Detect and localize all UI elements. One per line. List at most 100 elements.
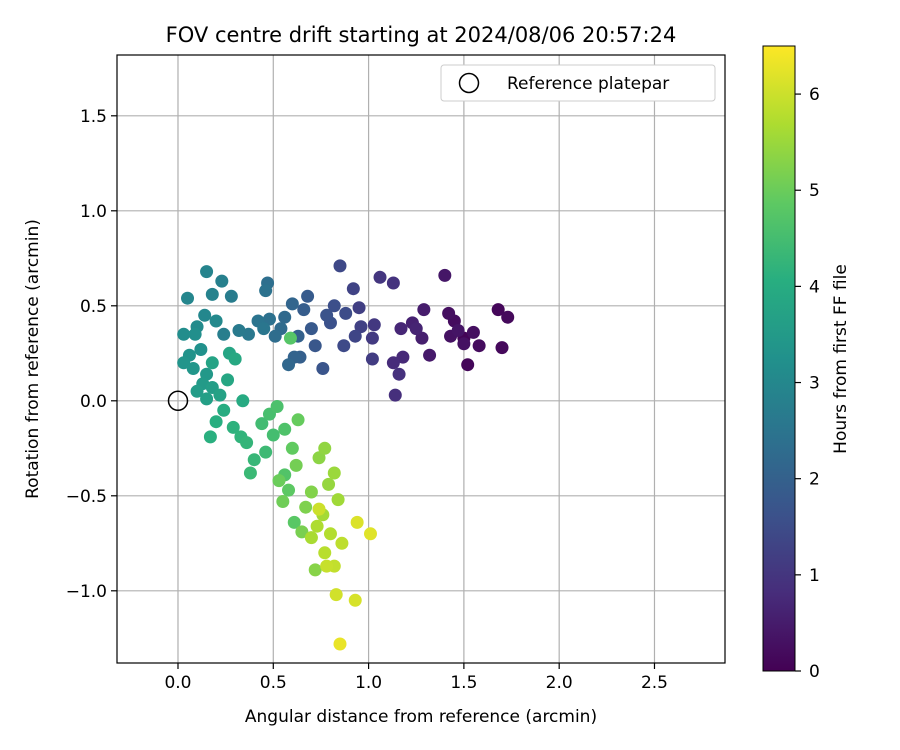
scatter-point: [226, 420, 240, 434]
scatter-point: [278, 310, 292, 324]
scatter-point: [501, 310, 515, 324]
scatter-point: [243, 466, 257, 480]
scatter-point: [327, 299, 341, 313]
scatter-point: [495, 341, 509, 355]
scatter-point: [394, 322, 408, 336]
scatter-point: [181, 291, 195, 305]
scatter-point: [308, 339, 322, 353]
scatter-point: [365, 352, 379, 366]
scatter-point: [272, 474, 286, 488]
scatter-point: [266, 428, 280, 442]
scatter-point: [333, 637, 347, 651]
scatter-point: [333, 259, 347, 273]
scatter-point: [352, 301, 366, 315]
colorbar-tick-label: 0: [809, 662, 820, 682]
x-axis-ticks: 0.0 0.5 1.0 1.5 2.0 2.5: [164, 663, 668, 693]
scatter-point: [354, 320, 368, 334]
scatter-point: [217, 403, 231, 417]
scatter-point: [363, 527, 377, 541]
scatter-point: [268, 329, 282, 343]
colorbar-tick-label: 1: [809, 566, 820, 586]
x-tick-label: 1.5: [450, 673, 477, 693]
x-tick-label: 0.5: [260, 673, 287, 693]
scatter-point: [200, 392, 214, 406]
scatter-point: [282, 358, 296, 372]
colorbar-gradient: [762, 45, 796, 672]
colorbar-ticks: 0 1 2 3 4 5 6: [795, 85, 820, 682]
scatter-point: [320, 308, 334, 322]
colorbar-label: Hours from first FF file: [831, 264, 851, 454]
scatter-point: [177, 327, 191, 341]
scatter-point: [409, 322, 423, 336]
scatter-point: [386, 276, 400, 290]
scatter-point: [388, 388, 402, 402]
scatter-point: [310, 519, 324, 533]
scatter-point: [312, 451, 326, 465]
scatter-point: [262, 312, 276, 326]
scatter-point: [285, 441, 299, 455]
scatter-point: [461, 358, 475, 372]
scatter-point: [308, 563, 322, 577]
colorbar-tick-label: 5: [809, 181, 820, 201]
scatter-point: [257, 322, 271, 336]
scatter-point: [346, 282, 360, 296]
scatter-points: [177, 259, 515, 651]
scatter-point: [255, 417, 269, 431]
y-axis-ticks: 1.5 1.0 0.5 0.0 −0.5 −1.0: [66, 107, 117, 602]
scatter-point: [316, 362, 330, 375]
scatter-point: [491, 303, 505, 317]
scatter-point: [442, 306, 456, 320]
y-tick-label: 0.5: [80, 297, 107, 317]
y-tick-label: 1.5: [80, 107, 107, 127]
scatter-point: [329, 588, 343, 602]
scatter-point: [215, 274, 229, 288]
scatter-point: [297, 303, 311, 317]
reference-platepar-marker: [167, 390, 189, 412]
scatter-point: [198, 308, 212, 322]
scatter-point: [287, 515, 301, 529]
scatter-point: [213, 388, 227, 402]
scatter-point: [188, 327, 202, 341]
scatter-point: [282, 483, 296, 497]
y-tick-label: 1.0: [80, 202, 107, 222]
scatter-point: [348, 593, 362, 607]
scatter-point: [200, 265, 214, 279]
scatter-point: [194, 343, 208, 356]
scatter-point: [320, 559, 334, 573]
scatter-point: [285, 297, 299, 311]
y-tick-label: −0.5: [66, 487, 107, 507]
scatter-point: [278, 422, 292, 436]
scatter-point: [304, 485, 318, 499]
chart-title: FOV centre drift starting at 2024/08/06 …: [166, 23, 677, 47]
colorbar-tick-label: 2: [809, 470, 820, 490]
scatter-point: [224, 289, 238, 303]
reference-marker-group: [167, 390, 189, 412]
scatter-point: [228, 352, 242, 366]
plot-frame: [116, 54, 726, 664]
scatter-point: [209, 415, 223, 429]
scatter-point: [205, 287, 219, 301]
colorbar-tick-label: 6: [809, 85, 820, 105]
scatter-point: [318, 546, 332, 560]
scatter-point: [423, 348, 437, 362]
scatter-point: [396, 350, 410, 364]
scatter-point: [472, 339, 486, 353]
scatter-point: [301, 289, 315, 303]
scatter-point: [457, 337, 471, 351]
y-axis-label: Rotation from reference (arcmin): [23, 219, 43, 499]
scatter-point: [232, 324, 246, 337]
scatter-point: [438, 268, 452, 282]
scatter-point: [322, 477, 336, 491]
scatter-point: [327, 466, 341, 480]
scatter-point: [291, 413, 305, 427]
scatter-point: [299, 500, 313, 514]
y-tick-label: −1.0: [66, 582, 107, 602]
scatter-point: [350, 515, 364, 529]
y-tick-label: 0.0: [80, 392, 107, 412]
colorbar-tick-label: 4: [809, 277, 820, 297]
scatter-point: [415, 331, 429, 345]
x-tick-label: 0.0: [164, 673, 191, 693]
scatter-point: [373, 270, 387, 284]
legend-box: [440, 64, 716, 102]
x-axis-label: Angular distance from reference (arcmin): [245, 707, 597, 727]
